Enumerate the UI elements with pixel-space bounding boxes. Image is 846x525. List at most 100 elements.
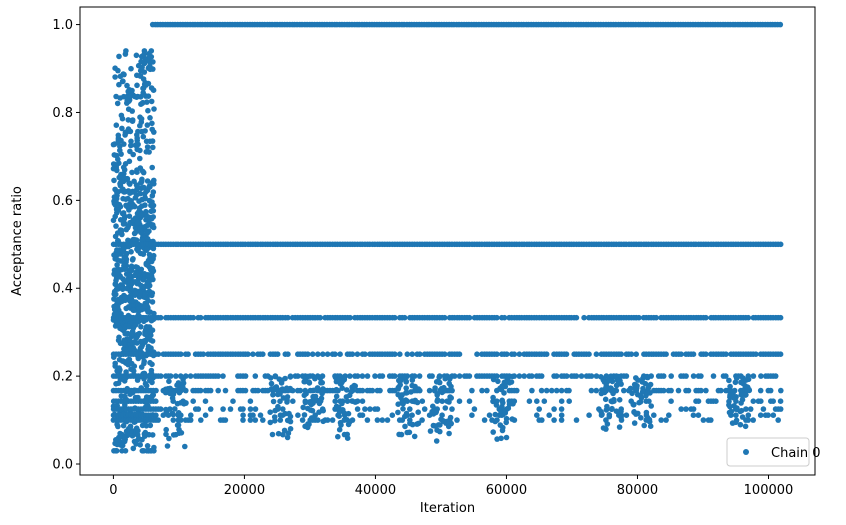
data-point: [493, 402, 500, 408]
data-point: [618, 408, 624, 415]
data-point: [130, 151, 136, 158]
data-point: [685, 387, 692, 394]
data-point: [339, 400, 345, 407]
data-point: [349, 351, 356, 358]
data-point: [372, 373, 378, 379]
data-point: [490, 429, 497, 435]
data-point: [521, 373, 527, 379]
data-point: [379, 373, 386, 379]
data-point: [134, 246, 140, 252]
data-point: [279, 386, 286, 392]
data-point: [347, 314, 353, 321]
data-point: [301, 392, 308, 399]
data-point: [598, 374, 604, 380]
data-point: [113, 122, 120, 128]
data-point: [400, 406, 406, 412]
data-point: [494, 314, 500, 321]
data-point: [140, 184, 147, 191]
data-point: [731, 387, 738, 394]
data-point: [302, 423, 308, 430]
data-point: [275, 430, 282, 437]
data-point: [200, 351, 207, 358]
data-point: [112, 74, 118, 80]
data-point: [644, 390, 651, 397]
data-point: [272, 407, 279, 414]
data-point: [118, 179, 125, 185]
data-point: [122, 188, 129, 195]
x-tick-label: 40000: [355, 483, 396, 498]
data-point: [610, 390, 616, 397]
data-point: [149, 120, 155, 127]
data-point: [277, 417, 284, 423]
data-point: [138, 211, 145, 218]
data-point: [739, 414, 746, 420]
data-point: [586, 351, 592, 358]
data-point: [653, 314, 659, 321]
data-point: [437, 422, 443, 428]
data-point: [138, 203, 145, 209]
data-point: [111, 291, 117, 297]
data-point: [395, 386, 402, 392]
data-point: [116, 201, 123, 208]
data-point: [623, 412, 630, 419]
data-point: [529, 373, 535, 379]
data-point: [558, 398, 565, 405]
data-point: [142, 380, 149, 387]
data-point: [270, 398, 277, 405]
data-point: [402, 375, 408, 382]
data-point: [287, 413, 294, 420]
axes: 0 20000 40000 60000 80000 100000 0.0 0.2 0.4 0.6 0…: [52, 6, 816, 498]
data-point: [534, 412, 540, 419]
data-point: [112, 202, 119, 208]
data-point: [111, 165, 117, 171]
data-point: [514, 387, 520, 394]
plot-frame: [79, 6, 816, 476]
data-point: [308, 415, 315, 421]
data-point: [635, 377, 641, 383]
data-point: [132, 93, 138, 100]
data-point: [433, 438, 440, 444]
data-point: [114, 298, 120, 304]
data-point: [723, 351, 729, 358]
data-point: [122, 51, 129, 57]
data-point: [698, 373, 704, 379]
data-point: [765, 412, 771, 419]
data-point: [663, 417, 669, 423]
data-point: [134, 340, 140, 346]
data-point: [144, 230, 151, 236]
data-point: [147, 422, 154, 429]
data-point: [432, 385, 438, 391]
data-point: [267, 375, 274, 381]
data-point: [178, 430, 185, 436]
data-point: [126, 336, 133, 343]
data-point: [742, 392, 748, 398]
data-point: [227, 406, 234, 412]
data-point: [399, 392, 405, 398]
data-point: [359, 412, 366, 419]
data-point: [502, 410, 509, 416]
data-point: [436, 374, 443, 381]
data-point: [149, 207, 156, 214]
data-point: [267, 409, 274, 416]
data-point: [551, 406, 557, 412]
data-point: [449, 406, 455, 412]
data-point: [454, 417, 460, 423]
data-point: [123, 250, 130, 257]
data-point: [279, 377, 285, 384]
data-point: [317, 398, 324, 404]
data-point: [149, 179, 155, 186]
data-point: [757, 412, 764, 419]
data-point: [114, 190, 120, 196]
data-point: [215, 373, 221, 379]
data-point: [117, 325, 123, 332]
data-point: [119, 115, 126, 122]
data-point: [140, 90, 146, 96]
data-point: [143, 261, 150, 268]
data-point: [149, 164, 155, 171]
data-point: [144, 178, 151, 184]
data-point: [315, 417, 321, 423]
data-point: [471, 406, 478, 412]
data-point: [113, 448, 119, 454]
data-point: [336, 426, 343, 433]
data-point: [526, 398, 533, 405]
